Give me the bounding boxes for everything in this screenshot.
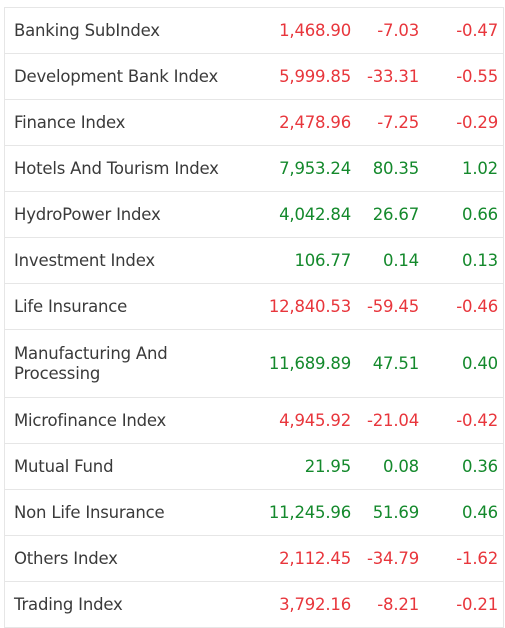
point-change: -21.04 [367, 411, 419, 430]
percent-change: 0.40 [462, 354, 498, 373]
percent-change: 1.02 [462, 159, 498, 178]
index-name: Banking SubIndex [14, 20, 160, 40]
index-value: 5,999.85 [279, 67, 351, 86]
index-name: Life Insurance [14, 296, 128, 316]
index-value: 1,468.90 [279, 21, 351, 40]
index-name: Investment Index [14, 250, 155, 270]
table-row[interactable]: Trading Index 3,792.16 -8.21 -0.21 [5, 582, 503, 628]
percent-change: -0.55 [456, 67, 498, 86]
percent-change: 0.46 [462, 503, 498, 522]
index-name: Development Bank Index [14, 66, 219, 86]
table-row[interactable]: Development Bank Index 5,999.85 -33.31 -0.5… [5, 54, 503, 100]
percent-change: -1.62 [456, 549, 498, 568]
index-name: Microfinance Index [14, 410, 167, 430]
table-row[interactable]: Finance Index 2,478.96 -7.25 -0.29 [5, 100, 503, 146]
point-change: -33.31 [367, 67, 419, 86]
index-name: Manufacturing And Processing [14, 343, 168, 383]
index-value: 12,840.53 [268, 297, 351, 316]
table-row[interactable]: Hotels And Tourism Index 7,953.24 80.35 1.0… [5, 146, 503, 192]
percent-change: 0.13 [462, 251, 498, 270]
index-name: Mutual Fund [14, 456, 114, 476]
percent-change: -0.21 [456, 595, 498, 614]
percent-change: -0.46 [456, 297, 498, 316]
point-change: 51.69 [372, 503, 419, 522]
percent-change: -0.47 [456, 21, 498, 40]
table-row[interactable]: Banking SubIndex 1,468.90 -7.03 -0.47 [5, 8, 503, 54]
percent-change: 0.66 [462, 205, 498, 224]
point-change: 0.08 [383, 457, 419, 476]
point-change: -7.03 [377, 21, 419, 40]
point-change: 0.14 [383, 251, 419, 270]
point-change: -8.21 [377, 595, 419, 614]
index-name: Finance Index [14, 112, 126, 132]
point-change: -59.45 [367, 297, 419, 316]
point-change: -7.25 [377, 113, 419, 132]
index-name: HydroPower Index [14, 204, 161, 224]
index-name: Hotels And Tourism Index [14, 158, 219, 178]
index-value: 11,689.89 [268, 354, 351, 373]
table-row[interactable]: Life Insurance 12,840.53 -59.45 -0.46 [5, 284, 503, 330]
table-row[interactable]: Microfinance Index 4,945.92 -21.04 -0.42 [5, 398, 503, 444]
point-change: 47.51 [372, 354, 419, 373]
index-value: 11,245.96 [268, 503, 351, 522]
table-row[interactable]: Non Life Insurance 11,245.96 51.69 0.46 [5, 490, 503, 536]
index-value: 2,478.96 [279, 113, 351, 132]
percent-change: -0.29 [456, 113, 498, 132]
point-change: 26.67 [372, 205, 419, 224]
index-value: 3,792.16 [279, 595, 351, 614]
table-row[interactable]: Others Index 2,112.45 -34.79 -1.62 [5, 536, 503, 582]
percent-change: 0.36 [462, 457, 498, 476]
point-change: -34.79 [367, 549, 419, 568]
index-value: 7,953.24 [279, 159, 351, 178]
index-name: Trading Index [14, 594, 123, 614]
index-value: 4,945.92 [279, 411, 351, 430]
table-row[interactable]: Manufacturing And Processing 11,689.89 47.… [5, 330, 503, 398]
table-row[interactable]: Mutual Fund 21.95 0.08 0.36 [5, 444, 503, 490]
index-name: Others Index [14, 548, 118, 568]
index-table: Banking SubIndex 1,468.90 -7.03 -0.47 Develo… [4, 7, 504, 628]
table-row[interactable]: HydroPower Index 4,042.84 26.67 0.66 [5, 192, 503, 238]
percent-change: -0.42 [456, 411, 498, 430]
index-name: Non Life Insurance [14, 502, 165, 522]
point-change: 80.35 [372, 159, 419, 178]
index-value: 2,112.45 [279, 549, 351, 568]
index-value: 106.77 [294, 251, 351, 270]
index-value: 4,042.84 [279, 205, 351, 224]
table-row[interactable]: Investment Index 106.77 0.14 0.13 [5, 238, 503, 284]
index-value: 21.95 [304, 457, 351, 476]
